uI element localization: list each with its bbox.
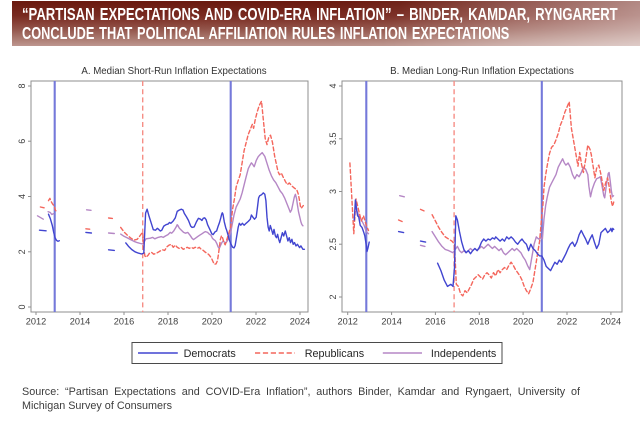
svg-text:2014: 2014: [381, 317, 401, 327]
svg-text:2.5: 2.5: [328, 238, 338, 251]
svg-text:0: 0: [17, 304, 27, 309]
svg-text:2022: 2022: [246, 317, 266, 327]
svg-text:2: 2: [17, 249, 27, 254]
svg-text:2016: 2016: [114, 317, 134, 327]
svg-text:B. Median Long-Run Inflation E: B. Median Long-Run Inflation Expectation…: [390, 66, 574, 77]
svg-text:2022: 2022: [557, 317, 577, 327]
svg-text:2014: 2014: [70, 317, 90, 327]
svg-text:2: 2: [328, 294, 338, 299]
svg-text:8: 8: [17, 83, 27, 88]
svg-text:A. Median Short-Run Inflation: A. Median Short-Run Inflation Expectatio…: [81, 66, 266, 77]
svg-text:2024: 2024: [290, 317, 310, 327]
svg-text:2020: 2020: [202, 317, 222, 327]
svg-text:3: 3: [328, 189, 338, 194]
svg-text:6: 6: [17, 139, 27, 144]
svg-text:Democrats: Democrats: [184, 348, 237, 360]
svg-text:2018: 2018: [158, 317, 178, 327]
svg-text:2016: 2016: [425, 317, 445, 327]
svg-text:2018: 2018: [469, 317, 489, 327]
svg-text:2020: 2020: [513, 317, 533, 327]
svg-text:4: 4: [17, 194, 27, 199]
svg-text:2012: 2012: [26, 317, 46, 327]
svg-text:Republicans: Republicans: [305, 348, 365, 360]
svg-text:2024: 2024: [601, 317, 621, 327]
svg-text:4: 4: [328, 83, 338, 88]
svg-text:3.5: 3.5: [328, 133, 338, 146]
svg-text:Independents: Independents: [431, 348, 497, 360]
svg-text:2012: 2012: [337, 317, 357, 327]
